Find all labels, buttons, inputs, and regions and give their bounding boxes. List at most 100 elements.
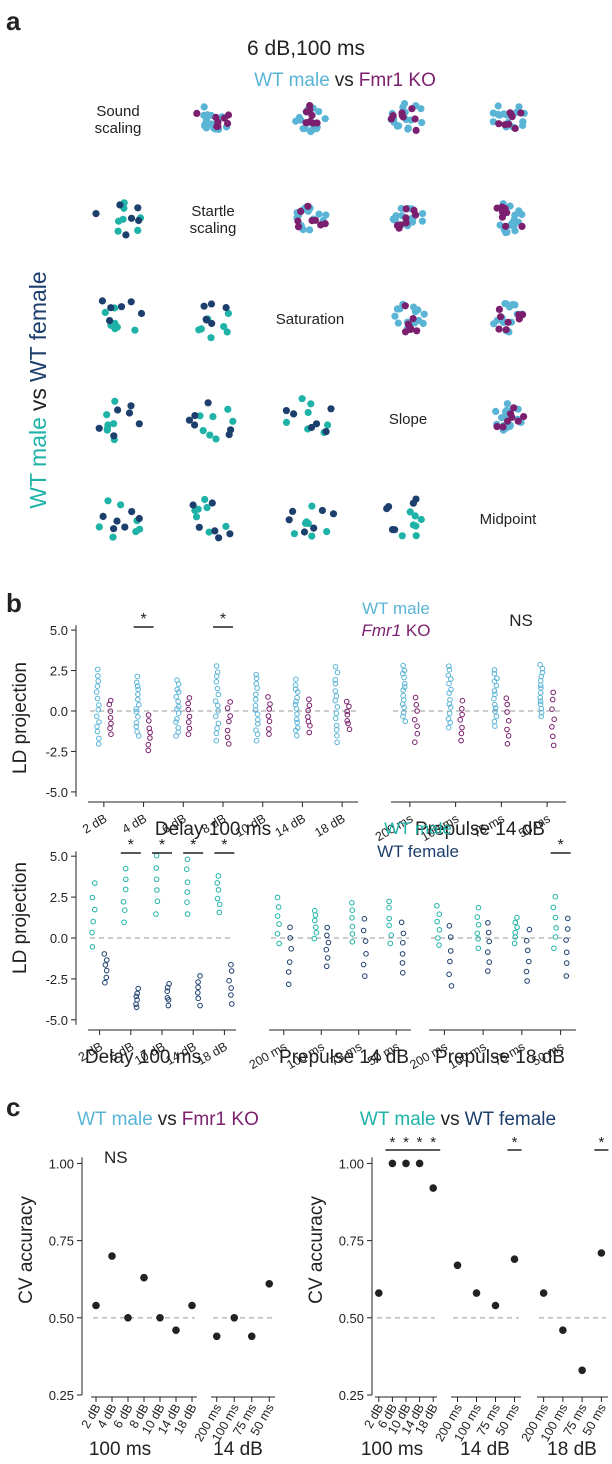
- point-a: [200, 111, 208, 119]
- data-point: [228, 985, 234, 991]
- point-b: [504, 318, 512, 326]
- point-b: [106, 317, 114, 325]
- data-point: [254, 721, 261, 727]
- data-point: [400, 970, 406, 976]
- sig-star: *: [159, 837, 165, 854]
- point-b: [113, 517, 121, 525]
- point-a: [411, 308, 419, 316]
- data-point: [523, 937, 530, 944]
- point-a: [418, 217, 426, 225]
- accuracy-point: [212, 1332, 221, 1341]
- point-a: [308, 502, 316, 510]
- point-b: [208, 319, 216, 328]
- point-a: [111, 325, 119, 333]
- data-point: [214, 895, 221, 902]
- data-point: [550, 733, 556, 740]
- point-b: [518, 222, 526, 230]
- point-b: [114, 406, 122, 414]
- accuracy-point: [140, 1273, 148, 1282]
- data-point: [265, 713, 272, 719]
- accuracy-point: [230, 1314, 239, 1322]
- data-point: [447, 958, 453, 965]
- data-point: [266, 718, 273, 725]
- data-point: [173, 694, 179, 700]
- point-b: [412, 495, 420, 503]
- data-point: [164, 988, 170, 995]
- data-point: [153, 911, 159, 917]
- data-point: [565, 915, 571, 922]
- data-point: [401, 667, 408, 674]
- data-point: [345, 720, 351, 727]
- scatter-cell: [391, 300, 428, 336]
- data-point: [491, 695, 497, 702]
- data-point: [213, 730, 220, 737]
- data-point: [447, 934, 454, 940]
- data-point: [95, 707, 102, 713]
- feature-label-line: scaling: [190, 220, 237, 237]
- c1-title-wt: WT male: [77, 1109, 153, 1130]
- point-a: [412, 522, 420, 530]
- accuracy-point: [578, 1366, 586, 1375]
- point-a: [418, 119, 426, 127]
- point-b: [405, 321, 413, 329]
- data-point: [311, 907, 318, 914]
- scatter-cell: [193, 103, 233, 133]
- data-point: [122, 886, 129, 893]
- group-title-delay-1: Delay 100 ms: [155, 819, 271, 840]
- data-point: [400, 930, 407, 937]
- data-point: [226, 741, 232, 747]
- data-point: [133, 706, 139, 712]
- data-point: [485, 949, 491, 955]
- point-a: [419, 210, 427, 218]
- data-point: [294, 711, 300, 717]
- point-b: [411, 115, 419, 123]
- point-a: [508, 219, 517, 227]
- point-b: [409, 315, 417, 323]
- feature-label-line: scaling: [95, 120, 142, 137]
- data-point: [213, 713, 219, 720]
- data-point: [552, 934, 559, 940]
- panel-label-b: b: [6, 588, 22, 618]
- data-point: [133, 679, 140, 686]
- data-point: [104, 957, 110, 963]
- data-point: [448, 676, 454, 682]
- legend-b2-wt-male: WT male: [384, 819, 452, 838]
- data-point: [102, 979, 108, 986]
- point-b: [282, 407, 290, 415]
- point-b: [502, 222, 510, 230]
- data-point: [474, 930, 481, 937]
- data-point: [174, 677, 180, 683]
- point-b: [497, 313, 505, 321]
- sig-star: *: [417, 1134, 423, 1151]
- ld-ylabel-1: LD projection: [10, 662, 31, 774]
- group-title-delay-2: Delay 100 ms: [85, 1047, 201, 1068]
- data-point: [227, 713, 233, 719]
- scatter-cell: [387, 100, 426, 134]
- data-point: [214, 880, 220, 886]
- data-point: [134, 990, 140, 997]
- sig-star: *: [221, 837, 227, 854]
- point-b: [135, 216, 143, 225]
- point-a: [203, 504, 211, 512]
- point-b: [208, 499, 216, 507]
- point-b: [135, 514, 143, 523]
- data-point: [101, 951, 108, 957]
- point-a: [212, 435, 220, 443]
- point-b: [214, 118, 222, 126]
- accuracy-point: [388, 1159, 397, 1168]
- data-point: [94, 728, 101, 735]
- data-point: [175, 703, 182, 710]
- point-b: [501, 204, 509, 213]
- data-point: [475, 936, 481, 942]
- data-point: [402, 718, 409, 725]
- point-a: [209, 413, 217, 421]
- cv-chart-female: CV accuracy 100 ms 14 dB 18 dB 1.00 0.75 0…: [306, 1134, 609, 1460]
- data-point: [539, 665, 546, 672]
- data-point: [413, 702, 420, 708]
- point-b: [227, 426, 235, 434]
- accuracy-point: [559, 1326, 567, 1334]
- data-point: [94, 713, 100, 720]
- feature-label-line: Sound: [96, 103, 139, 120]
- data-point: [412, 739, 418, 746]
- data-point: [551, 945, 557, 952]
